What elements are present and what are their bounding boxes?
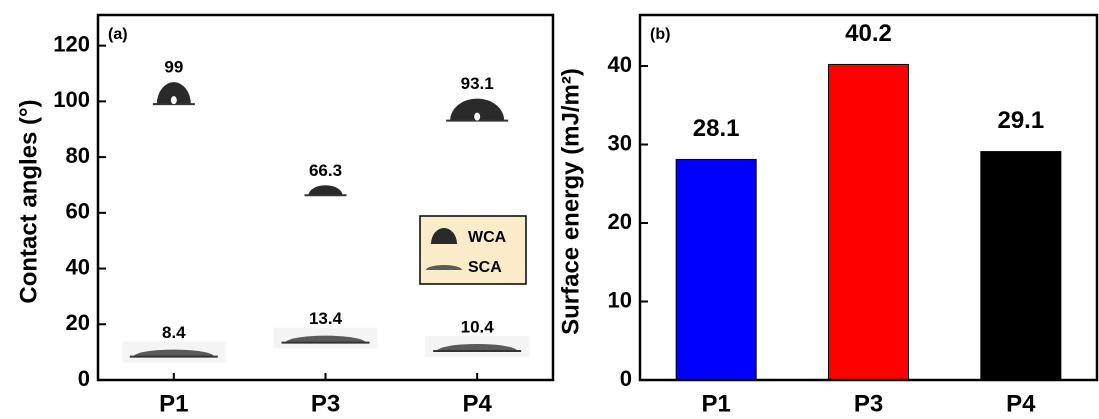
value-label: 29.1 — [997, 107, 1044, 134]
highlight — [474, 113, 480, 121]
legend: WCA SCA — [420, 216, 526, 284]
y-tick-label: 0 — [78, 366, 90, 391]
y-tick-label: 30 — [608, 130, 632, 155]
y-axis-title: Surface energy (mJ/m²) — [557, 68, 584, 335]
y-tick-label: 20 — [608, 209, 632, 234]
y-tick-label: 10 — [608, 287, 632, 312]
x-tick-label: P3 — [311, 390, 340, 417]
value-label: 10.4 — [461, 318, 495, 337]
panel-label: (a) — [108, 26, 128, 43]
x-tick-label: P4 — [462, 390, 492, 417]
bar — [829, 64, 909, 380]
bar — [981, 152, 1061, 380]
y-tick-label: 40 — [608, 52, 632, 77]
y-tick-label: 0 — [620, 366, 632, 391]
value-label: 8.4 — [162, 323, 186, 342]
legend-label: SCA — [468, 259, 502, 276]
y-axis-title: Contact angles (°) — [15, 99, 42, 303]
value-label: 66.3 — [309, 161, 342, 180]
figure: 020406080100120P1P3P49966.393.18.413.410… — [0, 0, 1099, 419]
value-label: 99 — [164, 58, 183, 77]
value-label: 93.1 — [461, 74, 494, 93]
y-tick-label: 60 — [66, 199, 90, 224]
y-tick-label: 100 — [53, 87, 90, 112]
y-tick-label: 20 — [66, 310, 90, 335]
y-tick-label: 120 — [53, 31, 90, 56]
y-tick-label: 80 — [66, 143, 90, 168]
x-tick-label: P1 — [159, 390, 188, 417]
value-label: 28.1 — [693, 115, 740, 142]
x-tick-label: P3 — [854, 390, 883, 417]
value-label: 13.4 — [309, 309, 343, 328]
x-tick-label: P4 — [1006, 390, 1036, 417]
bar — [676, 159, 756, 380]
value-label: 40.2 — [845, 20, 892, 47]
y-tick-label: 40 — [66, 254, 90, 279]
legend-label: WCA — [468, 229, 507, 246]
panel-label: (b) — [650, 26, 670, 43]
droplet — [309, 185, 343, 195]
highlight — [171, 96, 177, 104]
x-tick-label: P1 — [701, 390, 730, 417]
